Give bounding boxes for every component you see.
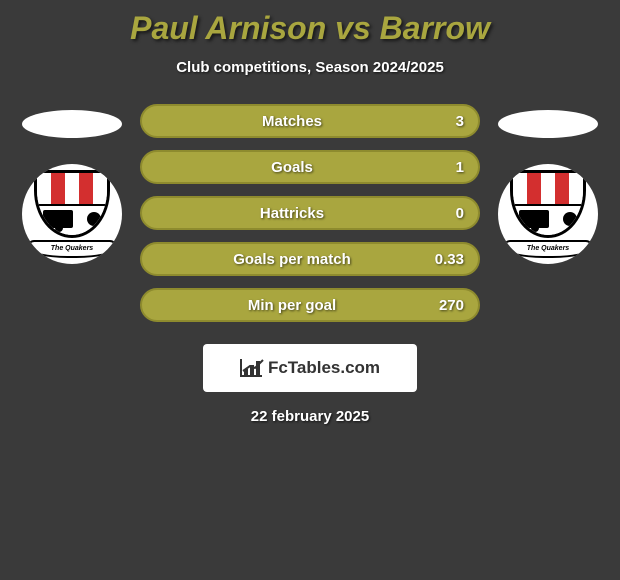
crest-ribbon-left: The Quakers <box>27 240 117 258</box>
subtitle: Club competitions, Season 2024/2025 <box>0 59 620 76</box>
club-crest-left: The Quakers <box>22 164 122 264</box>
stat-label: Min per goal <box>156 297 428 314</box>
stat-label: Hattricks <box>156 205 428 222</box>
stat-value: 1 <box>428 159 464 176</box>
stat-label: Goals per match <box>156 251 428 268</box>
player-placeholder-right <box>498 110 598 138</box>
stat-row: Matches3 <box>140 104 480 138</box>
left-column: The Quakers <box>22 104 122 264</box>
stat-label: Matches <box>156 113 428 130</box>
stat-value: 270 <box>428 297 464 314</box>
stat-row: Goals per match0.33 <box>140 242 480 276</box>
stat-value: 0 <box>428 205 464 222</box>
stat-row: Min per goal270 <box>140 288 480 322</box>
right-column: The Quakers <box>498 104 598 264</box>
club-crest-right: The Quakers <box>498 164 598 264</box>
crest-ribbon-right: The Quakers <box>503 240 593 258</box>
stat-row: Goals1 <box>140 150 480 184</box>
page-title: Paul Arnison vs Barrow <box>0 10 620 47</box>
stat-value: 3 <box>428 113 464 130</box>
chart-icon <box>240 359 262 377</box>
content-row: The Quakers Matches3 Goals1 Hattricks0 Goal… <box>0 104 620 322</box>
date-text: 22 february 2025 <box>251 408 369 425</box>
stat-label: Goals <box>156 159 428 176</box>
stat-row: Hattricks0 <box>140 196 480 230</box>
stat-value: 0.33 <box>428 251 464 268</box>
stats-list: Matches3Goals1Hattricks0Goals per match0… <box>140 104 480 322</box>
brand-logo: FcTables.com <box>203 344 417 392</box>
brand-text: FcTables.com <box>268 358 380 378</box>
player-placeholder-left <box>22 110 122 138</box>
